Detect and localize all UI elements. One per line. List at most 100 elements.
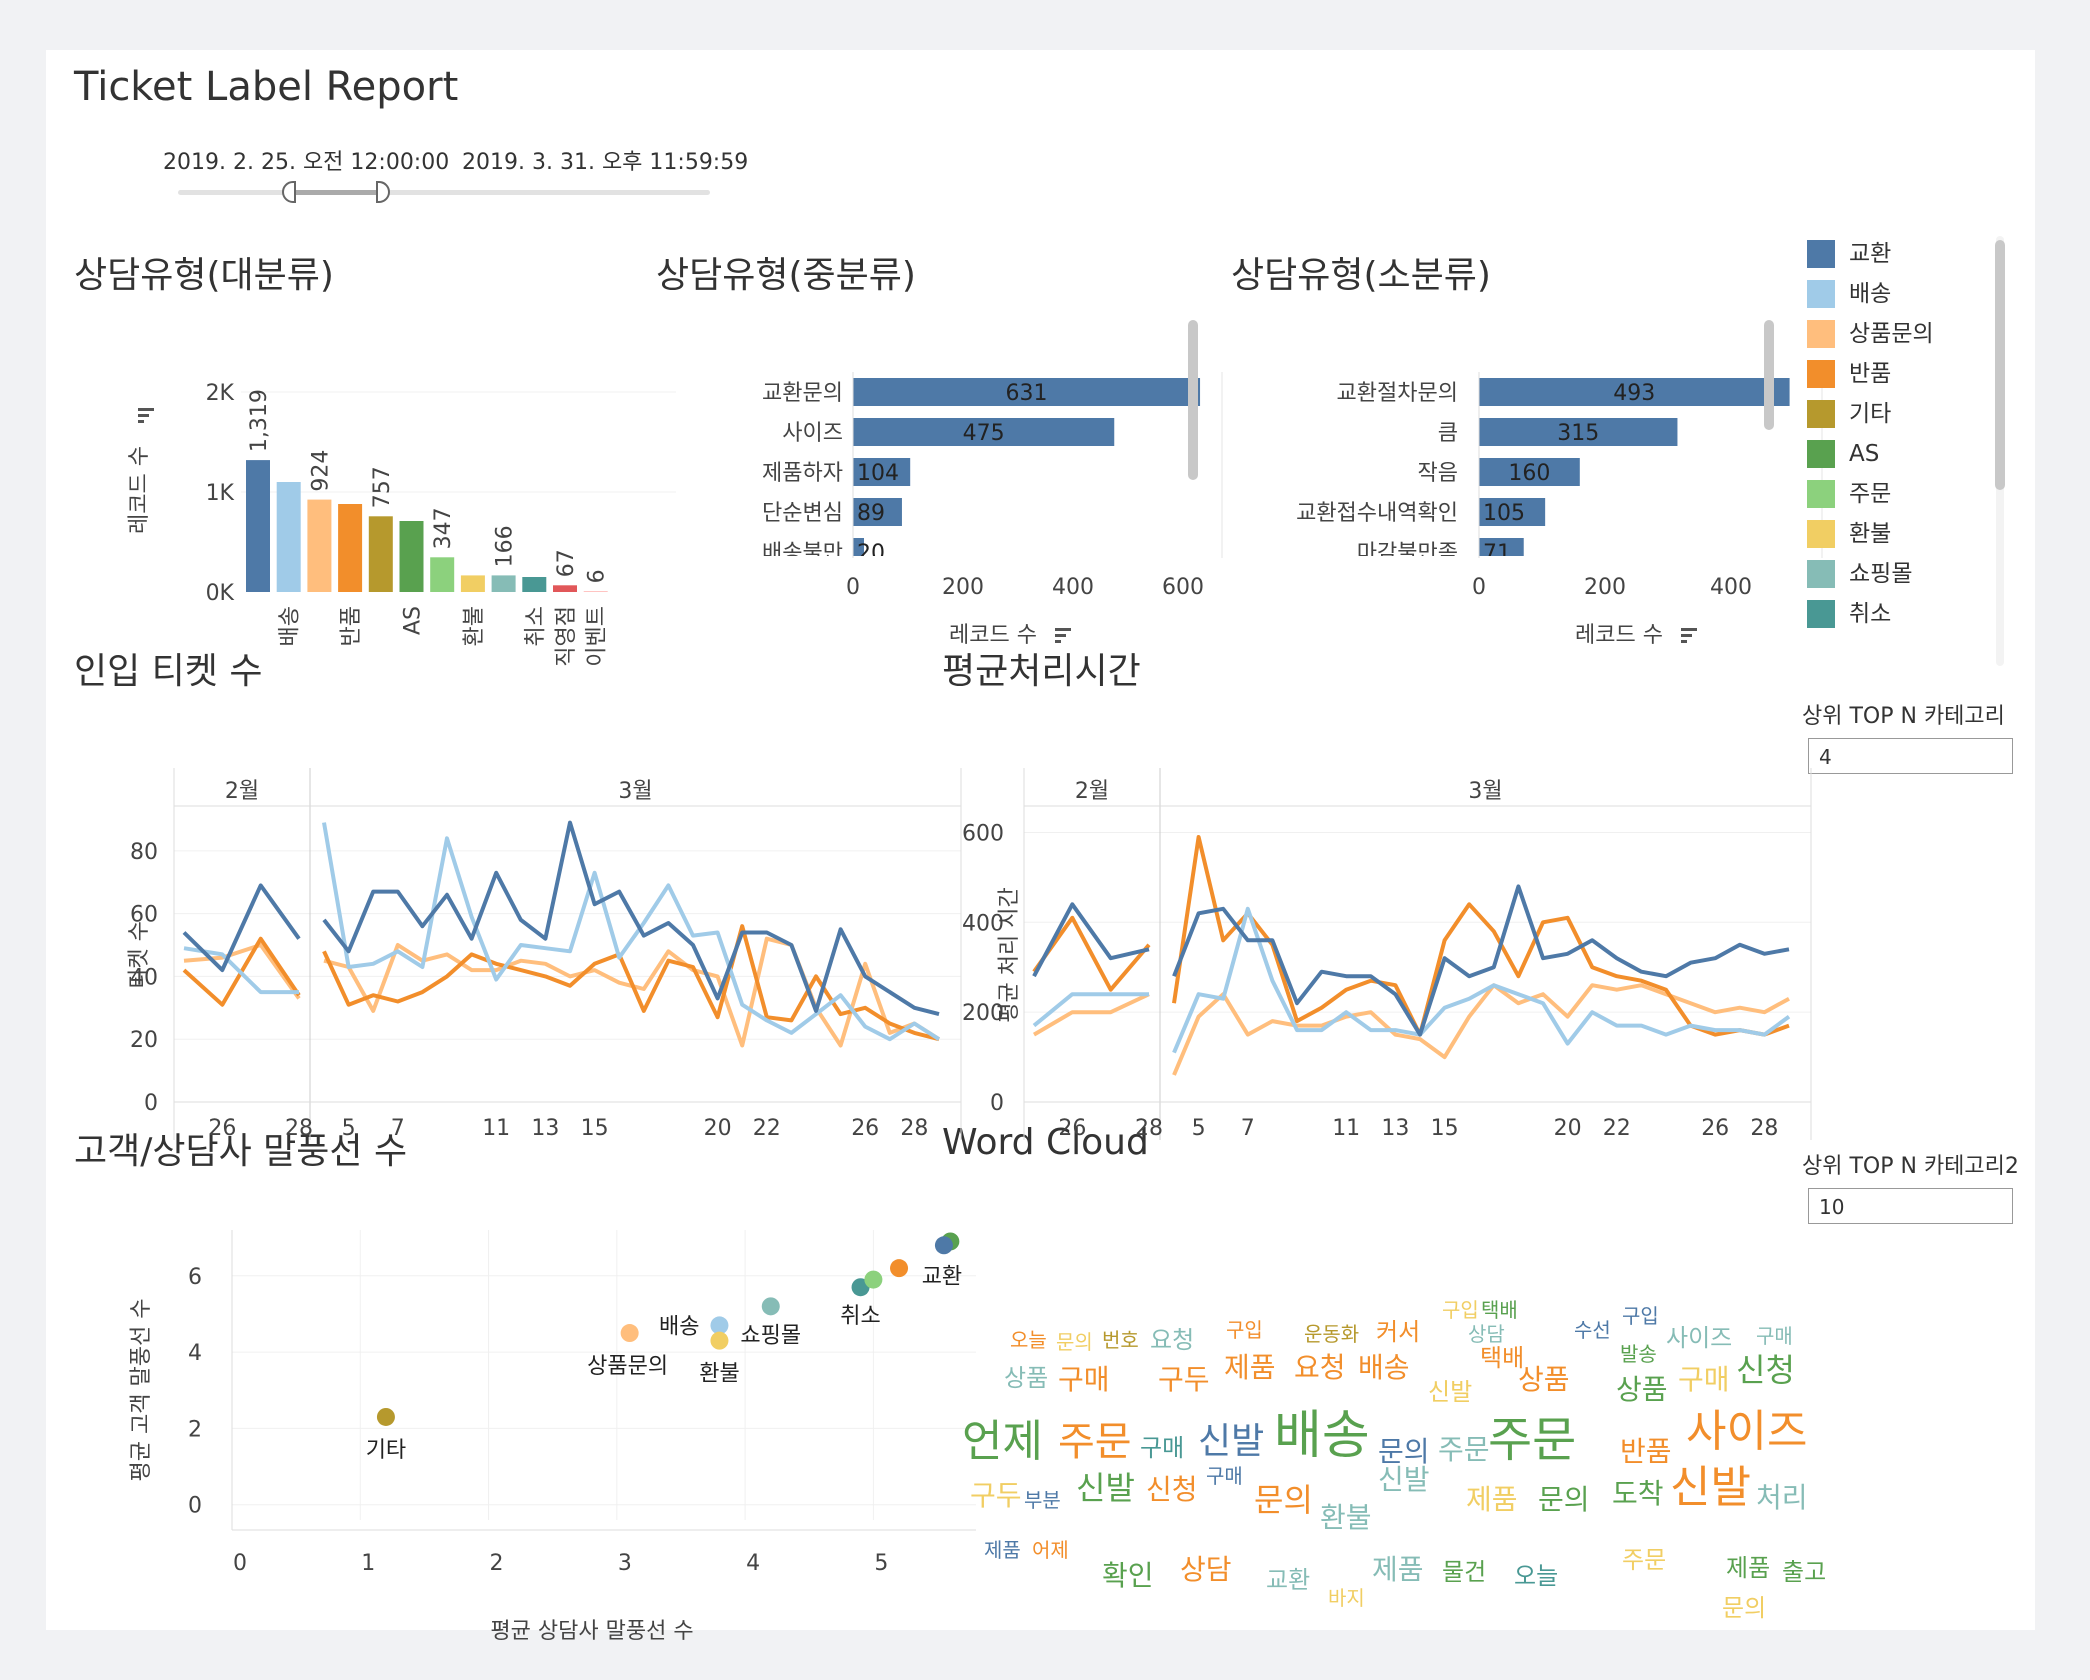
word-cloud-word: 상담 xyxy=(1180,1553,1232,1586)
major-xtick-label: 반품 xyxy=(339,606,364,646)
word-cloud-word: 문의 xyxy=(1056,1330,1093,1354)
legend-swatch xyxy=(1807,480,1835,508)
word-cloud-word: 처리 xyxy=(1756,1481,1808,1514)
word-cloud-word: 교환 xyxy=(1266,1566,1311,1594)
legend-swatch xyxy=(1807,400,1835,428)
tickets-ylabel: 티켓 수 xyxy=(127,921,152,989)
word-cloud-word: 구두 xyxy=(1158,1363,1210,1396)
word-cloud-word: 제품 xyxy=(1372,1553,1424,1586)
word-cloud-word: 바지 xyxy=(1328,1586,1365,1610)
minor-chart-title: 상담유형(소분류) xyxy=(1231,255,1491,296)
xtick-label: 5 xyxy=(342,1116,356,1141)
series-line-배송-mar xyxy=(322,822,941,1042)
avgtime-chart-title: 평균처리시간 xyxy=(942,651,1141,692)
mid-value-label: 631 xyxy=(1006,381,1048,406)
major-data-label: 67 xyxy=(554,549,579,577)
avgtime-ytick-label: 400 xyxy=(962,911,1004,936)
mid-sort-icon-bar1 xyxy=(1055,628,1071,631)
word-cloud-word: 부분 xyxy=(1024,1488,1061,1512)
date-slider-start-handle[interactable] xyxy=(282,181,296,203)
word-cloud-word: 주문 xyxy=(1488,1412,1577,1468)
minor-value-label: 493 xyxy=(1613,381,1655,406)
date-slider-end-handle[interactable] xyxy=(376,181,390,203)
xtick-label: 26 xyxy=(851,1116,879,1141)
word-cloud-word: 신청 xyxy=(1736,1351,1795,1389)
scatter-point-상품문의 xyxy=(620,1324,639,1343)
minor-category-label: 작음 xyxy=(1418,461,1458,486)
series-line-상품문의-feb xyxy=(183,943,301,1000)
major-ylabel: 레코드 수 xyxy=(127,446,152,534)
legend-label: 쇼핑몰 xyxy=(1849,561,1913,587)
topn-input[interactable]: 4 xyxy=(1808,738,2013,774)
scatter-point-배송 xyxy=(710,1316,729,1335)
major-chart-title: 상담유형(대분류) xyxy=(74,255,334,296)
word-cloud-word: 운동화 xyxy=(1304,1322,1360,1346)
mid-sort-icon-bar2 xyxy=(1055,634,1066,637)
major-bar-교환 xyxy=(246,460,270,592)
scatter-xtick-label: 5 xyxy=(874,1551,888,1576)
tickets-ytick-label: 0 xyxy=(144,1091,158,1116)
major-ytick-label: 1K xyxy=(206,481,235,506)
word-cloud-word: 구매 xyxy=(1206,1464,1243,1488)
major-xtick-label: 직영점 xyxy=(554,606,579,667)
legend-swatch xyxy=(1807,280,1835,308)
series-line-배송-feb xyxy=(1032,992,1149,1028)
topn2-input[interactable]: 10 xyxy=(1808,1188,2013,1224)
dashboard-panel: Ticket Label Report 2019. 2. 25. 오전 12:0… xyxy=(46,50,2035,1644)
legend-swatch xyxy=(1807,360,1835,388)
word-cloud-word: 주문 xyxy=(1438,1433,1490,1466)
legend-scrollbar[interactable] xyxy=(1995,240,2005,490)
major-bar-취소 xyxy=(522,577,547,592)
report-title: Ticket Label Report xyxy=(74,64,459,110)
major-sort-icon-bar1 xyxy=(138,408,154,411)
minor-category-label: 마감불만족 xyxy=(1357,541,1458,566)
word-cloud-word: 반품 xyxy=(1620,1435,1672,1468)
xtick-label: 28 xyxy=(285,1116,313,1141)
scatter-xtick-label: 2 xyxy=(490,1551,504,1576)
scatter-point-label: 배송 xyxy=(659,1314,699,1339)
minor-value-label: 315 xyxy=(1557,421,1599,446)
scatter-ylabel: 평균 고객 말풍선 수 xyxy=(129,1299,154,1482)
legend-swatch xyxy=(1807,600,1835,628)
mid-value-label: 475 xyxy=(963,421,1005,446)
word-cloud-word: 어제 xyxy=(1032,1538,1069,1562)
major-bar-기타 xyxy=(368,516,393,592)
scatter-point-label: 환불 xyxy=(699,1362,739,1387)
word-cloud-word: 문의 xyxy=(1254,1481,1313,1519)
minor-chart-scrollbar[interactable] xyxy=(1764,320,1774,430)
minor-category-label: 큼 xyxy=(1438,421,1458,446)
mid-bar xyxy=(853,458,911,486)
date-slider-track[interactable] xyxy=(178,190,710,195)
word-cloud-word: 문의 xyxy=(1722,1594,1767,1622)
legend-swatch xyxy=(1807,440,1835,468)
word-cloud-word: 도착 xyxy=(1612,1477,1664,1510)
wordcloud-title: Word Cloud xyxy=(942,1122,1149,1163)
mid-xtick-label: 400 xyxy=(1052,575,1094,600)
word-cloud-word: 구매 xyxy=(1678,1363,1730,1396)
major-data-label: 347 xyxy=(431,507,456,549)
word-cloud-word: 확인 xyxy=(1102,1559,1154,1592)
xtick-label: 11 xyxy=(1332,1116,1360,1141)
mid-xtick-label: 200 xyxy=(942,575,984,600)
minor-value-label: 71 xyxy=(1483,541,1511,566)
date-end-label: 2019. 3. 31. 오후 11:59:59 xyxy=(462,150,749,175)
major-data-label: 924 xyxy=(308,450,333,492)
major-bar-배송 xyxy=(276,482,301,592)
series-line-배송-mar xyxy=(1172,906,1791,1054)
scatter-xtick-label: 1 xyxy=(361,1551,375,1576)
major-sort-icon-bar2 xyxy=(138,414,149,417)
xtick-label: 20 xyxy=(1554,1116,1582,1141)
minor-xtick-label: 200 xyxy=(1584,575,1626,600)
legend-swatch xyxy=(1807,520,1835,548)
word-cloud-word: 신청 xyxy=(1146,1473,1198,1506)
xtick-label: 20 xyxy=(704,1116,732,1141)
xtick-label: 5 xyxy=(1192,1116,1206,1141)
word-cloud-word: 구입 xyxy=(1622,1304,1659,1328)
word-cloud-word: 사이즈 xyxy=(1666,1324,1733,1352)
word-cloud-word: 커서 xyxy=(1376,1318,1421,1346)
word-cloud-word: 상담 xyxy=(1468,1322,1505,1346)
scatter-point-쇼핑몰 xyxy=(761,1297,780,1316)
avgtime-ylabel: 평균 처리 시간 xyxy=(997,887,1022,1022)
mid-chart-scrollbar[interactable] xyxy=(1188,320,1198,480)
